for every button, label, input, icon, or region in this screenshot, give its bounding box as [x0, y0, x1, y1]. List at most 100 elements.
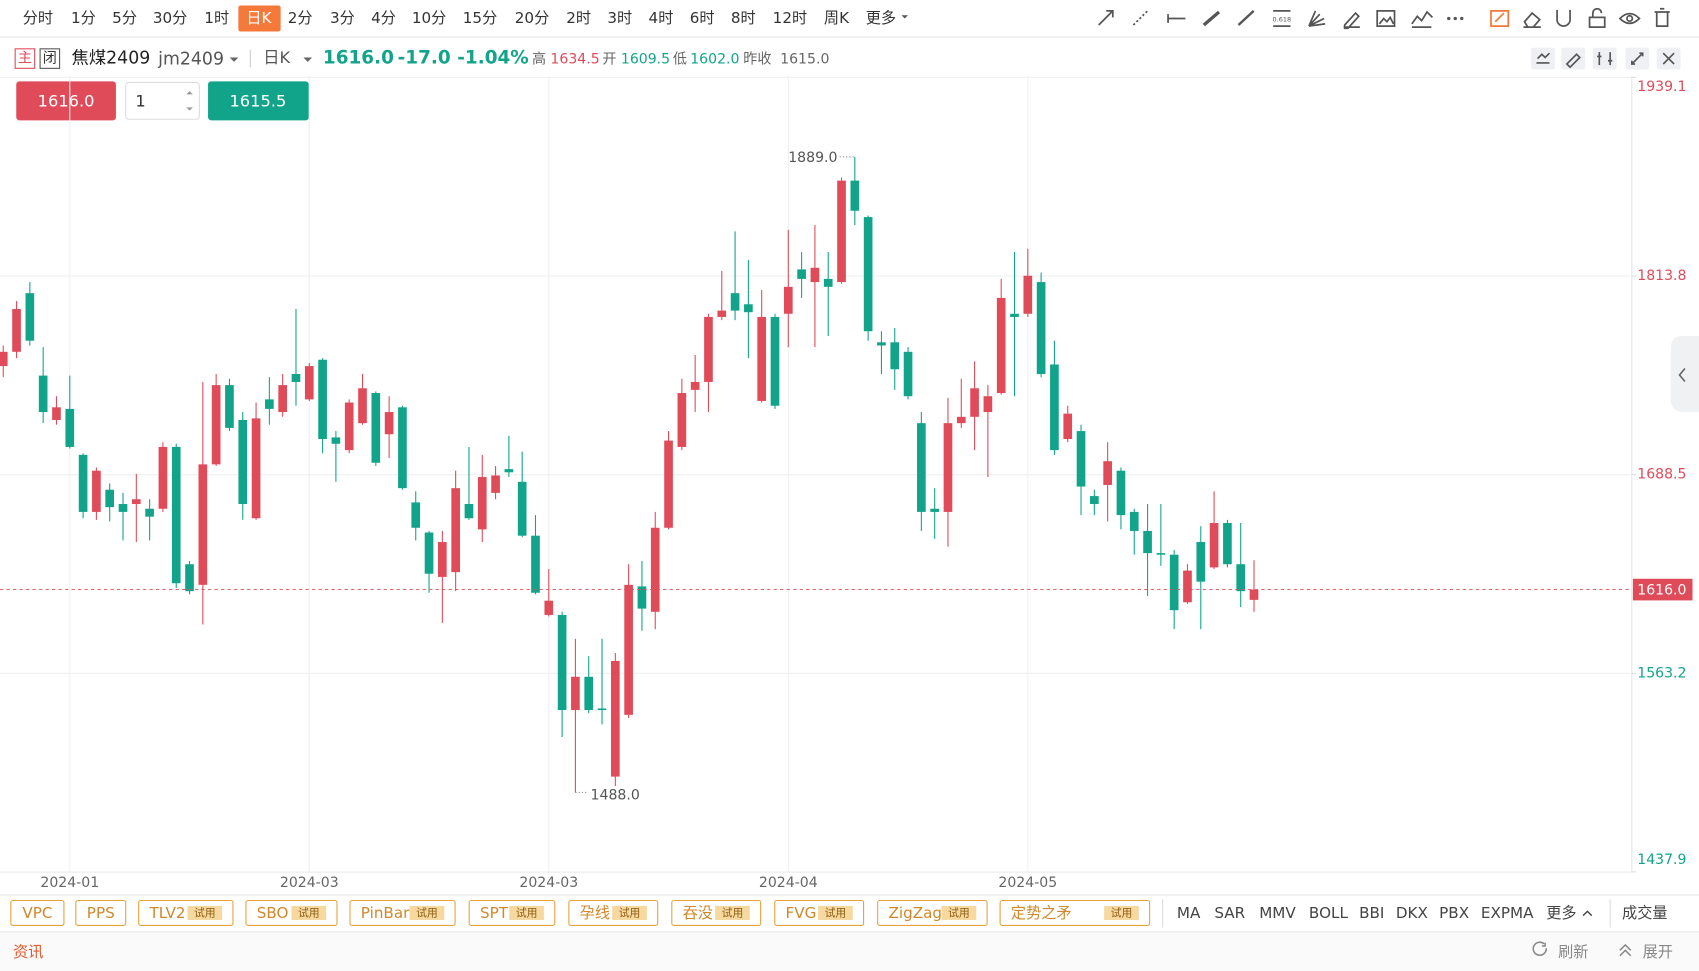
indicator-button[interactable] — [75, 899, 127, 926]
candle-body — [198, 464, 208, 585]
tool-icon[interactable] — [1098, 10, 1114, 26]
period-tab[interactable]: 更多 — [866, 9, 896, 27]
period-tab[interactable]: 8时 — [731, 9, 756, 27]
period-tab[interactable]: 2分 — [288, 9, 313, 27]
tool-icon[interactable] — [1618, 12, 1641, 25]
low-value: 1602.0 — [690, 52, 739, 68]
period-tab[interactable]: 3时 — [607, 9, 632, 27]
main-indicator[interactable]: MA — [1177, 904, 1201, 922]
main-tag-box[interactable] — [14, 48, 36, 69]
buy-button[interactable] — [208, 81, 309, 121]
tool-icon[interactable] — [1273, 10, 1291, 27]
indicator-name[interactable]: SBO — [257, 904, 289, 922]
tool-icon[interactable] — [1411, 10, 1434, 29]
main-indicator[interactable]: DKX — [1396, 904, 1428, 922]
period-select[interactable]: 日K — [263, 48, 290, 67]
expand-icon[interactable] — [1619, 943, 1632, 957]
indicator-name[interactable]: PPS — [87, 904, 115, 922]
candle-body — [917, 423, 926, 512]
indicator-name[interactable]: FVG — [786, 904, 817, 922]
period-tab[interactable]: 30分 — [153, 9, 187, 27]
news-tab[interactable]: 资讯 — [13, 943, 43, 961]
main-indicator[interactable]: 更多 — [1546, 904, 1576, 922]
period-tab[interactable]: 2时 — [566, 9, 591, 27]
period-tab[interactable]: 3分 — [330, 9, 355, 27]
fib-label[interactable]: 0.618 — [1273, 16, 1292, 24]
indicator-name[interactable]: ZigZag — [889, 904, 943, 922]
tool-icon[interactable] — [1654, 7, 1670, 27]
control-button[interactable] — [1592, 47, 1617, 70]
main-tag[interactable]: 主 — [18, 51, 32, 67]
control-button[interactable] — [1531, 47, 1555, 70]
candle-body — [118, 503, 128, 512]
dropdown-arrow[interactable] — [901, 15, 909, 19]
tool-icon[interactable] — [1132, 10, 1149, 26]
close-tag[interactable]: 闭 — [43, 51, 57, 67]
indicator-name[interactable]: TLV2 — [149, 904, 186, 922]
period-tab[interactable]: 6时 — [690, 9, 715, 27]
period-tab[interactable]: 10分 — [412, 9, 446, 27]
side-panel-toggle[interactable] — [1670, 335, 1699, 412]
tool-icon[interactable] — [1376, 10, 1396, 27]
candle-body — [1196, 542, 1206, 582]
main-indicator[interactable]: BOLL — [1309, 904, 1349, 922]
main-indicator[interactable]: EXPMA — [1481, 904, 1534, 922]
tool-icon[interactable] — [1490, 10, 1510, 27]
dropdown-arrow[interactable] — [303, 57, 313, 62]
trial-badge — [1104, 905, 1139, 921]
qty-input[interactable] — [125, 81, 200, 120]
indicator-button[interactable] — [10, 899, 65, 926]
active-period-bg — [238, 5, 281, 32]
tool-icon[interactable] — [1237, 10, 1255, 26]
chevron-up[interactable] — [1582, 910, 1593, 917]
sell-price[interactable]: 1616.0 — [38, 91, 95, 110]
main-indicator[interactable]: MMV — [1259, 904, 1296, 922]
candle-body — [398, 407, 407, 489]
indicator-name[interactable]: 孕线 — [580, 904, 610, 922]
close-tag-box[interactable] — [39, 48, 61, 69]
sell-button[interactable] — [16, 81, 116, 121]
candle-body — [637, 586, 647, 609]
expand-button[interactable]: 展开 — [1643, 943, 1673, 961]
indicator-name[interactable]: 吞没 — [683, 904, 713, 922]
qty-value[interactable]: 1 — [135, 91, 145, 110]
refresh-icon[interactable] — [1532, 941, 1547, 956]
main-indicator[interactable]: PBX — [1439, 904, 1469, 922]
indicator-name[interactable]: VPC — [22, 904, 52, 922]
symbol-code[interactable]: jm2409 — [157, 50, 224, 70]
period-tab[interactable]: 1时 — [204, 9, 229, 27]
main-indicator[interactable]: BBI — [1359, 904, 1384, 922]
indicator-name[interactable]: 定势之矛 — [1011, 904, 1072, 922]
tool-icon[interactable] — [1202, 10, 1221, 27]
tool-icon[interactable] — [1167, 14, 1186, 23]
period-tab[interactable]: 分时 — [23, 9, 53, 27]
candle-body — [877, 342, 886, 346]
indicator-name[interactable]: PinBar — [361, 904, 410, 922]
tool-icon[interactable] — [1556, 9, 1571, 27]
buy-price[interactable]: 1615.5 — [229, 91, 286, 110]
indicator-name[interactable]: SPT — [480, 904, 509, 922]
refresh-button[interactable]: 刷新 — [1558, 943, 1588, 961]
tool-icon[interactable] — [1523, 11, 1541, 29]
candle-body — [717, 310, 727, 317]
period-tab[interactable]: 4分 — [371, 9, 396, 27]
period-tab[interactable]: 15分 — [463, 9, 497, 27]
chevron[interactable] — [1678, 367, 1686, 382]
period-tab[interactable]: 5分 — [112, 9, 137, 27]
tool-icon[interactable] — [1343, 11, 1360, 30]
candle-body — [783, 286, 793, 314]
volume-toggle[interactable]: 成交量 — [1622, 904, 1667, 922]
period-tab[interactable]: 20分 — [515, 9, 549, 27]
period-tab[interactable]: 1分 — [71, 9, 96, 27]
dropdown-arrow[interactable] — [229, 57, 239, 62]
period-tab[interactable]: 周K — [824, 9, 850, 27]
period-tab[interactable]: 4时 — [649, 9, 674, 27]
main-indicator[interactable]: SAR — [1214, 904, 1245, 922]
low-label: 低 — [673, 52, 687, 68]
tool-icon[interactable] — [1588, 7, 1606, 29]
period-tab[interactable]: 12时 — [773, 9, 807, 27]
open-value: 1609.5 — [621, 52, 670, 68]
period-tab[interactable]: 日K — [246, 9, 272, 27]
tool-icon[interactable] — [1308, 10, 1326, 27]
